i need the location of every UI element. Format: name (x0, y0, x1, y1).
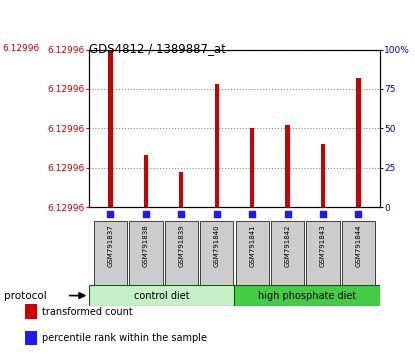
Text: GSM791841: GSM791841 (249, 224, 255, 267)
Point (284, 211, 291, 217)
FancyBboxPatch shape (129, 221, 163, 285)
Point (355, 211, 362, 217)
Text: percentile rank within the sample: percentile rank within the sample (42, 333, 207, 343)
FancyBboxPatch shape (271, 221, 304, 285)
Bar (250, 128, 254, 207)
Bar (144, 155, 148, 207)
Point (107, 211, 114, 217)
Text: GSM791843: GSM791843 (320, 224, 326, 267)
Text: protocol: protocol (4, 291, 47, 301)
FancyBboxPatch shape (94, 221, 127, 285)
FancyBboxPatch shape (89, 285, 234, 306)
Text: GSM791838: GSM791838 (143, 224, 149, 267)
FancyBboxPatch shape (306, 221, 340, 285)
Bar (356, 78, 361, 207)
FancyBboxPatch shape (342, 221, 375, 285)
Point (178, 211, 185, 217)
FancyBboxPatch shape (165, 221, 198, 285)
Point (320, 211, 326, 217)
FancyBboxPatch shape (234, 285, 380, 306)
FancyBboxPatch shape (200, 221, 233, 285)
Text: GSM791842: GSM791842 (285, 224, 290, 267)
Text: control diet: control diet (134, 291, 190, 301)
Text: GSM791840: GSM791840 (214, 224, 220, 267)
Bar (179, 172, 183, 207)
Point (213, 211, 220, 217)
Bar (108, 50, 112, 207)
Text: GDS4812 / 1389887_at: GDS4812 / 1389887_at (89, 42, 226, 55)
FancyBboxPatch shape (236, 221, 269, 285)
Text: GSM791839: GSM791839 (178, 224, 184, 267)
Text: high phosphate diet: high phosphate diet (258, 291, 356, 301)
Bar (321, 144, 325, 207)
Text: GSM791844: GSM791844 (356, 224, 361, 267)
Text: GSM791837: GSM791837 (107, 224, 113, 267)
Point (143, 211, 149, 217)
Bar (215, 84, 219, 207)
Text: transformed count: transformed count (42, 307, 132, 316)
Text: 6.12996: 6.12996 (2, 44, 39, 53)
Point (249, 211, 256, 217)
Bar (286, 125, 290, 207)
